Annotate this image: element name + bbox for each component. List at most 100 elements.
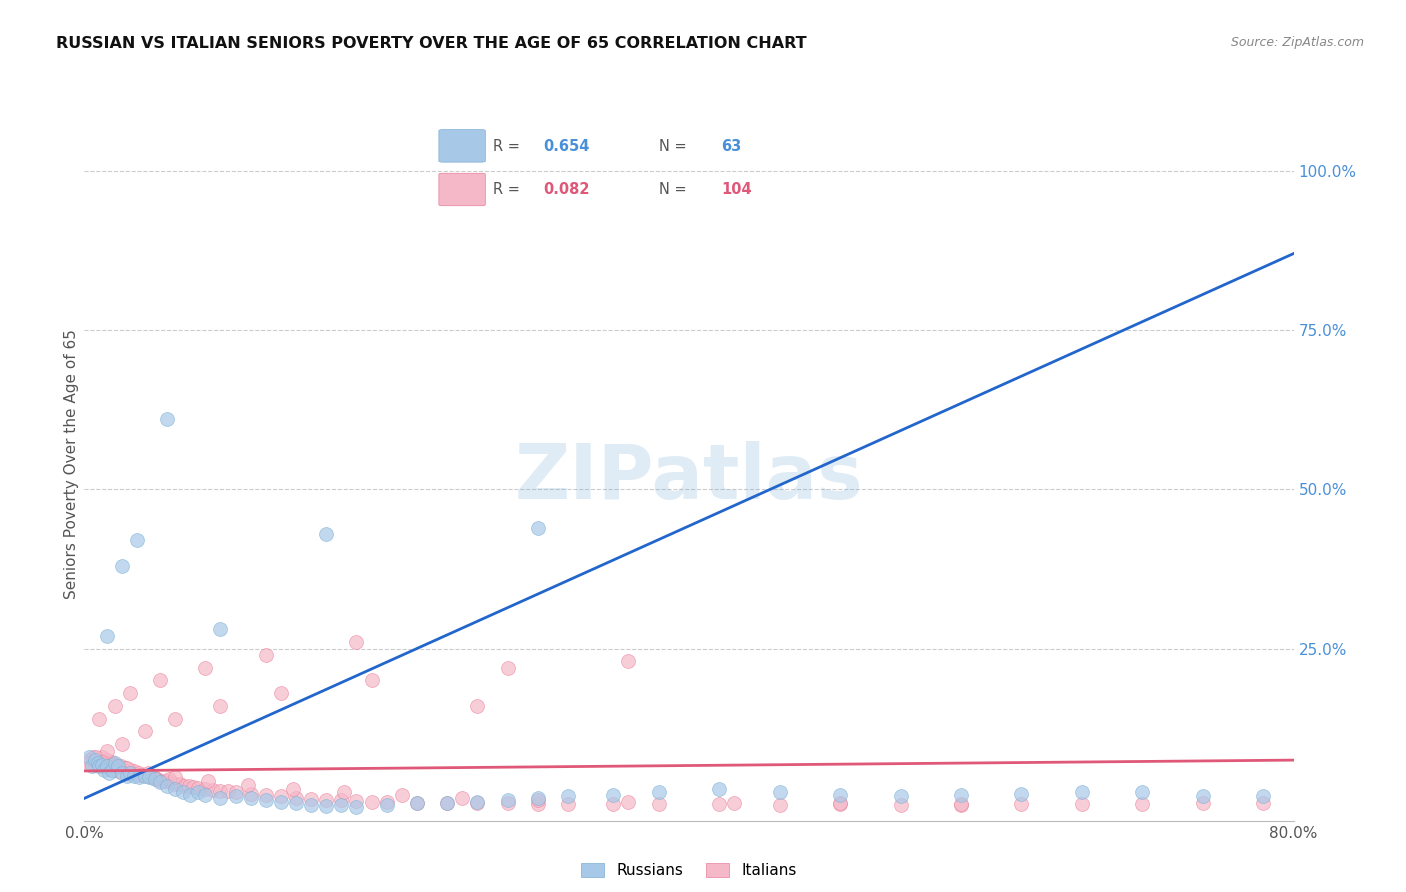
Italians	[330, 793, 353, 807]
Italians	[830, 797, 852, 811]
Italians	[890, 797, 912, 812]
Russians	[557, 789, 579, 804]
Italians	[96, 743, 118, 757]
Italians	[77, 756, 100, 771]
Russians	[527, 791, 550, 805]
Russians	[111, 558, 134, 573]
Italians	[104, 698, 127, 713]
Italians	[128, 765, 150, 780]
Russians	[1192, 789, 1215, 804]
Italians	[723, 796, 745, 810]
Russians	[1071, 785, 1094, 799]
Italians	[360, 673, 382, 688]
Italians	[436, 796, 458, 810]
Italians	[118, 686, 141, 700]
Russians	[209, 791, 232, 805]
Italians	[236, 778, 259, 792]
Italians	[134, 724, 156, 739]
Italians	[149, 673, 172, 688]
Italians	[346, 794, 368, 808]
Italians	[86, 750, 108, 764]
Italians	[217, 784, 239, 798]
Russians	[96, 759, 118, 773]
Russians	[149, 775, 172, 789]
Italians	[91, 755, 114, 769]
Russians	[91, 757, 114, 772]
Russians	[209, 623, 232, 637]
Italians	[1071, 797, 1094, 811]
Italians	[100, 757, 122, 772]
Italians	[194, 661, 217, 675]
Russians	[80, 759, 103, 773]
Russians	[77, 750, 100, 764]
Russians	[330, 797, 353, 812]
Italians	[84, 757, 107, 772]
Russians	[467, 795, 489, 809]
Russians	[138, 770, 160, 784]
Russians	[100, 763, 122, 777]
Russians	[1253, 789, 1275, 804]
Italians	[299, 792, 322, 806]
Italians	[169, 777, 191, 791]
Russians	[93, 763, 115, 777]
Italians	[617, 795, 640, 809]
Italians	[157, 772, 180, 786]
Russians	[315, 527, 337, 541]
Italians	[87, 753, 110, 767]
Italians	[165, 777, 187, 791]
Russians	[118, 765, 141, 780]
Russians	[950, 788, 973, 802]
Russians	[602, 788, 624, 802]
Russians	[122, 769, 145, 783]
Russians	[285, 796, 308, 810]
Italians	[181, 780, 204, 794]
Italians	[527, 797, 550, 811]
Russians	[97, 765, 120, 780]
Russians	[104, 756, 127, 771]
Italians	[136, 765, 159, 780]
Italians	[115, 761, 138, 775]
Italians	[209, 698, 232, 713]
Italians	[1130, 797, 1153, 811]
Italians	[270, 686, 292, 700]
Russians	[115, 769, 138, 783]
Russians	[87, 756, 110, 771]
Italians	[159, 775, 181, 789]
Italians	[209, 783, 232, 797]
Italians	[254, 648, 277, 662]
Y-axis label: Seniors Poverty Over the Age of 65: Seniors Poverty Over the Age of 65	[63, 329, 79, 599]
Italians	[194, 781, 217, 796]
Italians	[96, 753, 118, 767]
Italians	[173, 779, 195, 793]
Russians	[134, 769, 156, 783]
Italians	[136, 769, 159, 783]
Italians	[107, 764, 129, 778]
Italians	[118, 763, 141, 777]
Russians	[84, 753, 107, 767]
Russians	[346, 799, 368, 814]
Text: Source: ZipAtlas.com: Source: ZipAtlas.com	[1230, 36, 1364, 49]
Italians	[406, 796, 429, 810]
Russians	[436, 796, 458, 810]
Italians	[97, 761, 120, 775]
Italians	[114, 761, 136, 775]
Italians	[155, 774, 177, 789]
Italians	[602, 797, 624, 811]
Italians	[77, 753, 100, 767]
Russians	[187, 785, 209, 799]
Italians	[467, 797, 489, 811]
Russians	[1130, 785, 1153, 799]
Italians	[165, 712, 187, 726]
Italians	[830, 797, 852, 811]
Italians	[117, 765, 139, 780]
Text: RUSSIAN VS ITALIAN SENIORS POVERTY OVER THE AGE OF 65 CORRELATION CHART: RUSSIAN VS ITALIAN SENIORS POVERTY OVER …	[56, 36, 807, 51]
Italians	[177, 779, 200, 793]
Russians	[496, 793, 519, 807]
Italians	[375, 795, 398, 809]
Italians	[197, 774, 219, 789]
Italians	[1011, 797, 1033, 811]
Russians	[179, 788, 201, 802]
Text: ZIPatlas: ZIPatlas	[515, 442, 863, 515]
Italians	[254, 788, 277, 802]
Italians	[346, 635, 368, 649]
